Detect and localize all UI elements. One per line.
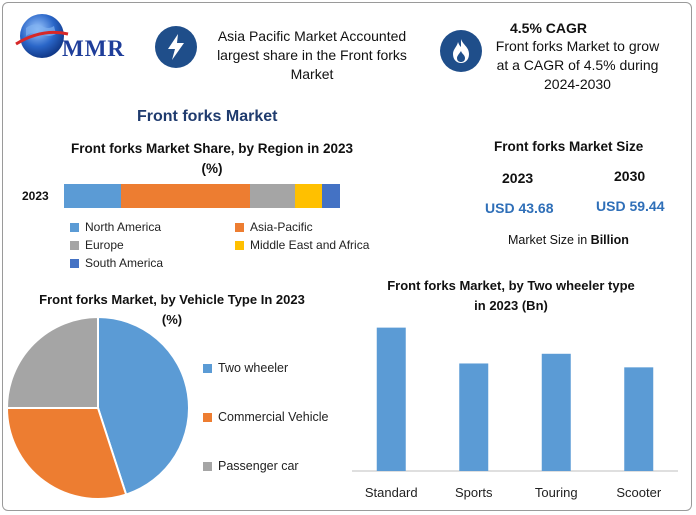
region-bar-segment-europe — [250, 184, 295, 208]
legend-two-wheeler: Two wheeler — [203, 361, 288, 375]
pie-slice-passenger-car — [5, 315, 99, 409]
market-size-year-2030: 2030 — [614, 168, 646, 184]
two-wheeler-bar-chart: Standard Sports Touring Scooter — [352, 327, 678, 500]
lightning-icon — [168, 34, 184, 60]
x-tick-label: Standard — [365, 485, 418, 500]
legend-commercial-vehicle: Commercial Vehicle — [203, 410, 328, 424]
header-box-apac-text: Asia Pacific Market Accounted largest sh… — [217, 28, 407, 82]
cagr-text: Front forks Market to grow at a CAGR of … — [495, 38, 660, 92]
region-chart-title: Front forks Market Share, by Region in 2… — [70, 141, 354, 176]
pie-slice-two-wheeler — [97, 315, 190, 496]
market-size-title: Front forks Market Size — [494, 139, 644, 154]
bar-sports — [459, 363, 489, 471]
logo-text: MMR — [62, 36, 126, 61]
x-tick-label: Sports — [455, 485, 493, 500]
region-bar-segment-middle-east-and-africa — [295, 184, 322, 208]
x-tick-label: Touring — [535, 485, 578, 500]
legend-middle-east-africa: Middle East and Africa — [235, 238, 369, 252]
bar-scooter — [624, 367, 654, 471]
lightning-icon-badge — [155, 26, 197, 68]
legend-passenger-car: Passenger car — [203, 459, 299, 473]
region-bar-segment-asia-pacific — [121, 184, 250, 208]
region-bar-segment-north-america — [64, 184, 121, 208]
region-bar-segment-south-america — [322, 184, 340, 208]
vehicle-pie-chart — [5, 315, 190, 500]
x-tick-label: Scooter — [616, 485, 661, 500]
legend-north-america: North America — [70, 220, 161, 234]
flame-icon — [453, 39, 469, 63]
market-size-value-2030: USD 59.44 — [596, 198, 665, 214]
two-wheeler-chart-title: Front forks Market, by Two wheeler type … — [387, 278, 635, 313]
region-chart-year-label: 2023 — [22, 189, 49, 203]
legend-asia-pacific: Asia-Pacific — [235, 220, 313, 234]
market-size-value-2023: USD 43.68 — [485, 200, 554, 216]
globe-icon — [15, 14, 69, 58]
market-size-year-2023: 2023 — [502, 170, 534, 186]
main-title: Front forks Market — [137, 108, 278, 125]
bar-touring — [541, 353, 571, 471]
legend-south-america: South America — [70, 256, 163, 270]
logo: MMR — [12, 10, 142, 62]
pie-slice-commercial-vehicle — [5, 407, 128, 500]
bar-standard — [376, 327, 406, 471]
cagr-title: 4.5% CAGR — [510, 20, 588, 36]
vehicle-chart-title: Front forks Market, by Vehicle Type In 2… — [39, 292, 305, 327]
region-legend: North America Asia-Pacific Europe Middle… — [70, 220, 390, 272]
flame-icon-badge — [440, 30, 482, 72]
legend-europe: Europe — [70, 238, 124, 252]
market-size-note: Market Size in Billion — [508, 233, 629, 247]
region-stacked-bar — [64, 184, 340, 208]
